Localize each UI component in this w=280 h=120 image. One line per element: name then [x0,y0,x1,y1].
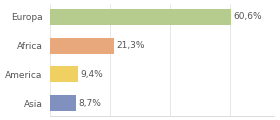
Bar [50,66,78,82]
Bar [50,95,76,111]
Bar [50,9,231,25]
Text: 8,7%: 8,7% [79,99,102,108]
Bar [50,38,114,54]
Text: 9,4%: 9,4% [81,70,104,79]
Text: 60,6%: 60,6% [234,12,262,21]
Text: 21,3%: 21,3% [116,41,145,50]
